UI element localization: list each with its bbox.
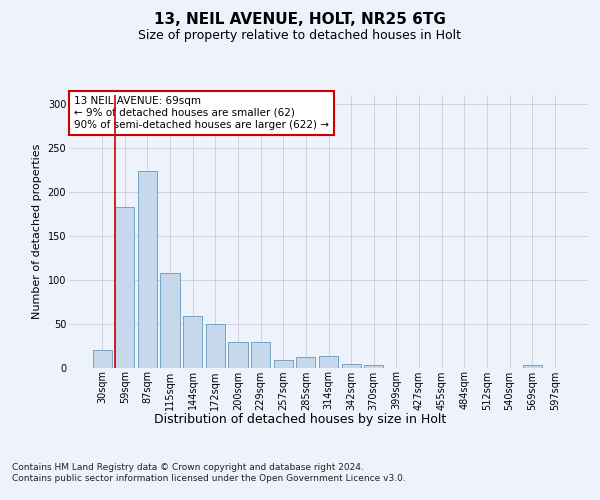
Bar (183, 316, 202, 368)
Bar (206, 324, 225, 368)
Y-axis label: Number of detached properties: Number of detached properties (32, 144, 42, 319)
Bar (115, 206, 134, 368)
Text: Distribution of detached houses by size in Holt: Distribution of detached houses by size … (154, 412, 446, 426)
Bar (523, 365, 542, 368)
Bar (251, 342, 270, 367)
Bar (138, 170, 157, 368)
Bar (92, 350, 112, 368)
Bar (296, 357, 316, 368)
Bar (274, 360, 293, 368)
Text: 13, NEIL AVENUE, HOLT, NR25 6TG: 13, NEIL AVENUE, HOLT, NR25 6TG (154, 12, 446, 28)
Bar (364, 365, 383, 368)
Text: Size of property relative to detached houses in Holt: Size of property relative to detached ho… (139, 29, 461, 42)
Bar (160, 274, 180, 368)
Text: 13 NEIL AVENUE: 69sqm
← 9% of detached houses are smaller (62)
90% of semi-detac: 13 NEIL AVENUE: 69sqm ← 9% of detached h… (74, 96, 329, 130)
Bar (229, 342, 248, 367)
Bar (319, 356, 338, 368)
Bar (341, 364, 361, 368)
Text: Contains HM Land Registry data © Crown copyright and database right 2024.
Contai: Contains HM Land Registry data © Crown c… (12, 462, 406, 483)
